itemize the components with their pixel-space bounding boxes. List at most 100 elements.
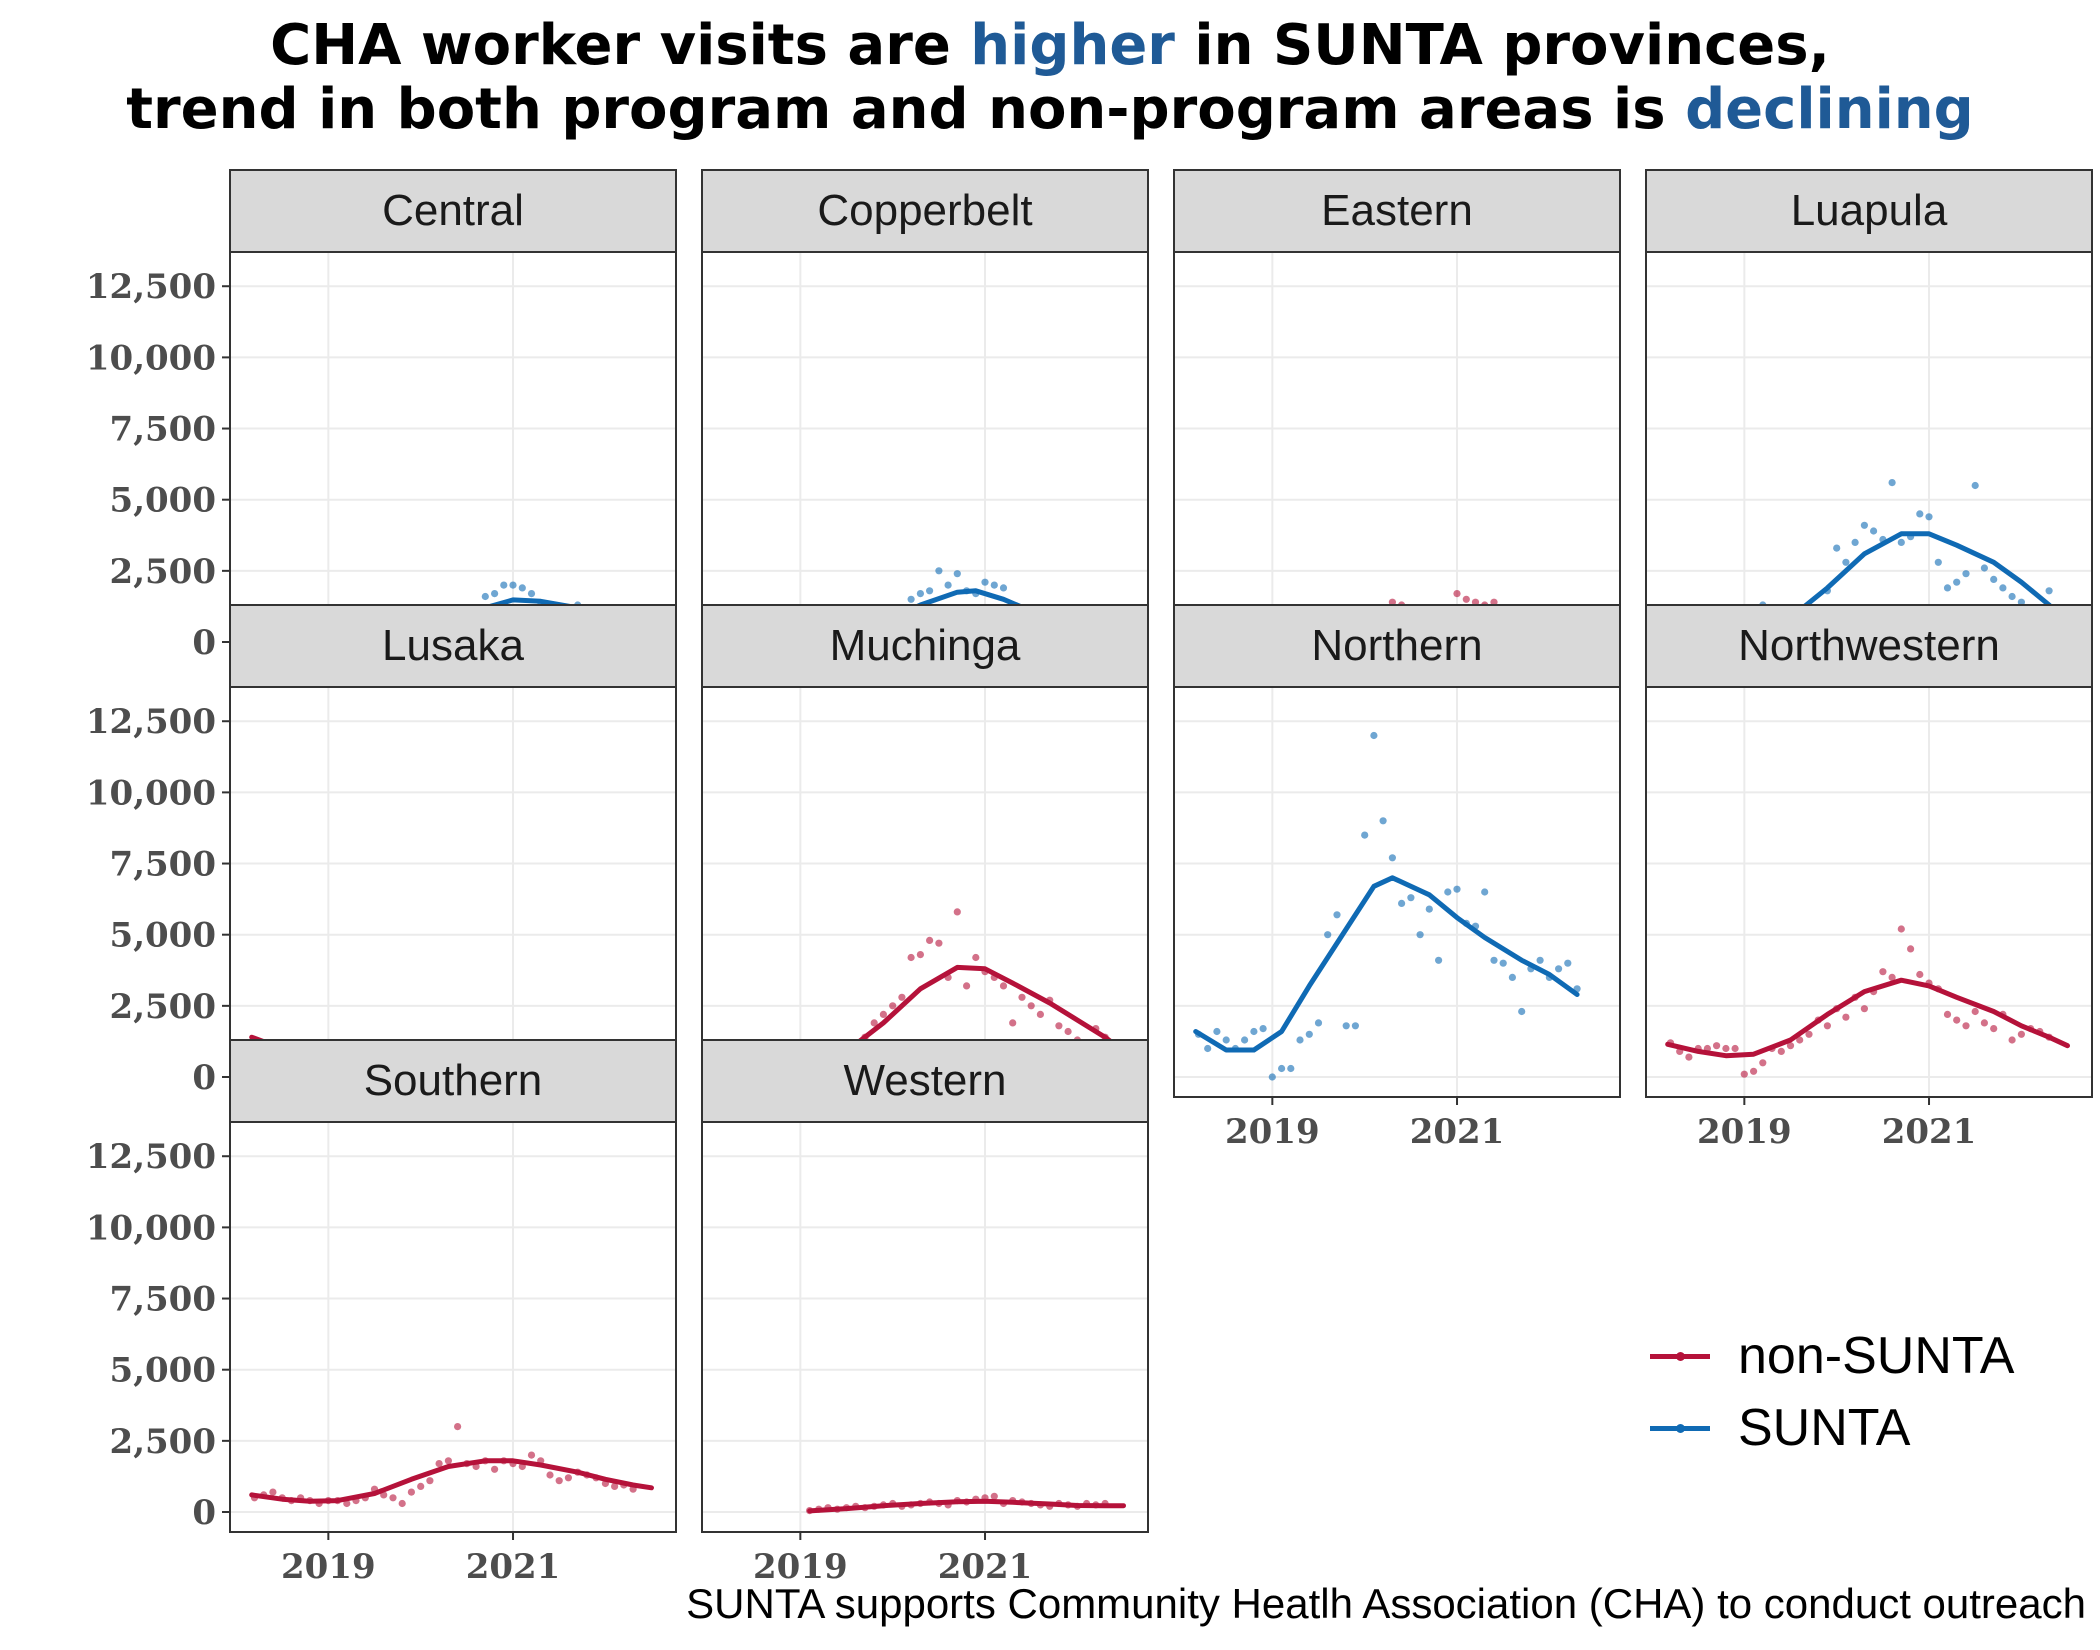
data-point	[916, 590, 925, 598]
data-point	[1222, 1036, 1230, 1044]
facet-label: Eastern	[1321, 186, 1473, 235]
data-point	[407, 1488, 415, 1496]
data-point	[1027, 1002, 1035, 1010]
data-point	[944, 581, 952, 589]
facet-label: Central	[382, 186, 524, 235]
data-point	[2008, 592, 2016, 601]
data-point	[269, 1488, 277, 1496]
data-point	[426, 1477, 434, 1485]
data-point	[999, 584, 1008, 592]
data-point	[1009, 1019, 1017, 1027]
trend-line	[807, 1498, 1126, 1514]
legend-item-sunta: SUNTA	[1650, 1392, 2014, 1464]
data-point	[518, 584, 526, 592]
data-point	[454, 1423, 462, 1431]
data-point	[1490, 956, 1498, 964]
data-point	[1213, 1027, 1221, 1036]
legend: non-SUNTA SUNTA	[1650, 1320, 2014, 1464]
data-point	[1777, 1047, 1785, 1055]
y-tick-label: 5,000	[110, 481, 216, 521]
panel-border	[1645, 686, 2093, 1098]
data-point	[1888, 973, 1896, 982]
x-tick-label: 2019	[1697, 1112, 1792, 1152]
data-point	[1925, 513, 1933, 521]
facet-strip	[701, 604, 1149, 688]
data-point	[1564, 959, 1572, 967]
data-point	[389, 1494, 397, 1502]
data-point	[1685, 1053, 1693, 1061]
facet-label: Lusaka	[382, 621, 524, 670]
panel-background	[1646, 687, 2092, 1097]
x-tick-label: 2019	[753, 1547, 848, 1587]
data-point	[527, 590, 536, 598]
data-point	[1980, 564, 1988, 572]
data-point	[1250, 1027, 1258, 1036]
data-point	[1296, 1036, 1304, 1044]
facet-label: Western	[843, 1056, 1006, 1105]
data-point	[1036, 1010, 1044, 1019]
y-tick-label: 7,500	[110, 410, 216, 450]
y-tick-label: 0	[192, 623, 216, 663]
data-point	[564, 1474, 573, 1482]
data-point	[1897, 538, 1905, 547]
data-point	[1934, 558, 1942, 566]
data-point	[1204, 1044, 1212, 1053]
facet-strip	[1173, 604, 1621, 688]
data-point	[1971, 481, 1979, 490]
data-point	[546, 1471, 554, 1479]
data-point	[1750, 1067, 1758, 1075]
data-point	[1259, 1025, 1267, 1033]
panel-background	[230, 1122, 676, 1532]
caption: SUNTA supports Community Heatlh Associat…	[686, 1580, 2086, 1627]
data-point	[1499, 959, 1507, 967]
data-point	[1278, 1064, 1286, 1073]
data-point	[527, 1451, 536, 1459]
data-point	[1796, 1036, 1804, 1044]
data-point	[1287, 1064, 1295, 1073]
panel-background	[230, 687, 676, 1097]
data-point	[1860, 521, 1868, 529]
data-point	[1870, 527, 1878, 535]
facet-strip	[229, 169, 677, 253]
data-point	[1962, 570, 1970, 578]
data-point	[417, 1482, 425, 1490]
legend-label: SUNTA	[1738, 1399, 1911, 1457]
data-point	[1241, 1036, 1249, 1044]
y-tick-label: 2,500	[110, 987, 216, 1027]
x-tick-label: 2019	[281, 1547, 376, 1587]
data-point	[1055, 1022, 1063, 1030]
chart-title: CHA worker visits are higher in SUNTA pr…	[0, 14, 2100, 142]
data-point	[953, 570, 961, 578]
data-point	[1453, 590, 1461, 598]
data-point	[1407, 894, 1415, 902]
facet-label: Northern	[1311, 621, 1482, 670]
data-point	[491, 1465, 499, 1473]
data-point	[1980, 1019, 1988, 1027]
panel-background	[1174, 252, 1620, 662]
data-point	[926, 936, 934, 945]
y-tick-label: 10,000	[86, 338, 216, 378]
data-point	[1268, 1073, 1276, 1081]
y-tick-label: 5,000	[110, 1351, 216, 1391]
data-point	[963, 982, 971, 990]
data-point	[1759, 1059, 1767, 1067]
data-point	[481, 592, 489, 601]
data-point	[1536, 956, 1544, 964]
data-point	[1508, 973, 1516, 982]
data-point	[1953, 578, 1961, 586]
panel-background	[702, 1122, 1148, 1532]
data-point	[1962, 1022, 1970, 1030]
data-point	[898, 993, 906, 1001]
data-point	[916, 951, 925, 959]
trend-line	[1665, 977, 2070, 1059]
data-point	[1351, 1022, 1359, 1030]
facet-label: Luapula	[1791, 186, 1948, 235]
data-point	[935, 567, 943, 575]
facet-strip	[701, 1039, 1149, 1123]
data-point	[935, 939, 943, 947]
legend-item-non-sunta: non-SUNTA	[1650, 1320, 2014, 1392]
x-tick-label: 2021	[1882, 1112, 1977, 1152]
data-point	[999, 982, 1008, 990]
data-point	[1462, 595, 1470, 603]
